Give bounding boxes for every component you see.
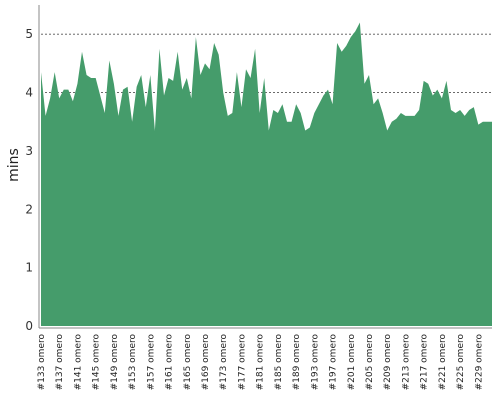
- y-tick-label: 3: [25, 144, 33, 158]
- x-tick-label: #145 omero: [92, 334, 102, 391]
- x-tick-label: #173 omero: [219, 334, 229, 391]
- x-tick-label: #153 omero: [128, 334, 138, 391]
- y-tick-label: 5: [25, 27, 33, 41]
- x-tick-label: #197 omero: [329, 334, 339, 391]
- x-tick-label: #149 omero: [110, 334, 120, 391]
- x-tick-label: #165 omero: [183, 334, 193, 391]
- x-tick-label: #201 omero: [347, 334, 357, 391]
- axes: [38, 5, 492, 329]
- x-tick-label: #133 omero: [37, 334, 47, 391]
- x-tick-label: #193 omero: [310, 334, 320, 391]
- x-tick-label: #169 omero: [201, 334, 211, 391]
- x-tick-label: #161 omero: [165, 334, 175, 391]
- area-series: [41, 22, 492, 326]
- x-tick-label: #181 omero: [256, 334, 266, 391]
- x-tick-label: #141 omero: [73, 334, 83, 391]
- x-tick-label: #229 omero: [474, 334, 484, 391]
- y-tick-label: 0: [25, 319, 33, 333]
- y-tick-label: 1: [25, 261, 33, 275]
- y-axis-title: mins: [6, 148, 22, 182]
- x-tick-label: #205 omero: [365, 334, 375, 391]
- x-tick-label: #177 omero: [237, 334, 247, 391]
- y-tick-label: 4: [25, 86, 33, 100]
- x-tick-label: #213 omero: [401, 334, 411, 391]
- x-tick-label: #221 omero: [438, 334, 448, 391]
- x-tick-label: #225 omero: [456, 334, 466, 391]
- x-tick-label: #137 omero: [55, 334, 65, 391]
- x-tick-label: #185 omero: [274, 334, 284, 391]
- x-tick-labels: #133 omero #137 omero #141 omero #145 omero…: [37, 334, 484, 391]
- area-series-path: [41, 22, 492, 326]
- y-tick-label: 2: [25, 202, 33, 216]
- x-tick-label: #157 omero: [146, 334, 156, 391]
- y-tick-labels: 0 1 2 3 4 5: [25, 27, 33, 333]
- x-tick-label: #209 omero: [383, 334, 393, 391]
- x-tick-label: #189 omero: [292, 334, 302, 391]
- x-tick-label: #217 omero: [420, 334, 430, 391]
